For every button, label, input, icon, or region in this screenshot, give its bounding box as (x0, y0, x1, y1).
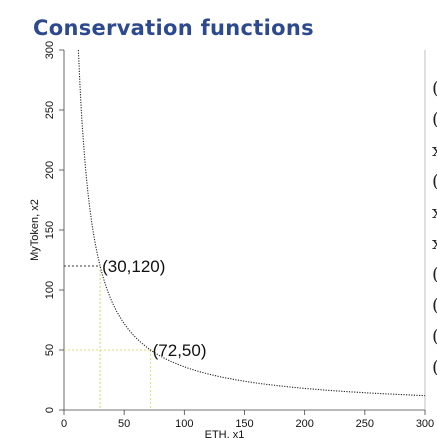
clipped-glyph: ( (432, 264, 437, 285)
guide-lines (64, 265, 152, 410)
y-tick-label: 100 (44, 281, 56, 299)
clipped-glyph: ( (432, 326, 437, 347)
clipped-glyph: ( (432, 78, 437, 99)
y-tick-label: 250 (44, 101, 56, 119)
y-axis-ticks: 0 50 100 150 200 250 300 (44, 41, 64, 413)
point-annotations: (30,120) (72,50) (102, 257, 206, 360)
x-tick-label: 300 (416, 418, 434, 430)
clipped-glyph: ( (432, 109, 437, 130)
clipped-glyph: x (432, 202, 437, 223)
x-tick-label: 150 (235, 418, 253, 430)
conservation-curve (77, 49, 425, 397)
y-tick-label: 200 (44, 161, 56, 179)
y-tick-label: 300 (44, 41, 56, 59)
y-tick-label: 150 (44, 221, 56, 239)
clipped-glyph: ( (432, 295, 437, 316)
clipped-glyph: x (432, 140, 437, 161)
x-tick-label: 0 (61, 418, 67, 430)
point-label: (30,120) (102, 257, 165, 276)
y-tick-label: 50 (44, 344, 56, 356)
y-tick-label: 0 (44, 407, 56, 413)
clipped-glyph: x (432, 233, 437, 254)
x-axis-label: ETH, x1 (205, 429, 245, 438)
clipped-glyph: ( (432, 357, 437, 378)
point-label: (72,50) (153, 341, 207, 360)
clipped-glyph: ( (432, 171, 437, 192)
x-tick-label: 200 (295, 418, 313, 430)
x-tick-label: 100 (175, 418, 193, 430)
y-axis-label: MyToken, x2 (29, 199, 41, 261)
x-tick-label: 50 (118, 418, 130, 430)
plot-frame (63, 50, 426, 411)
x-axis-ticks: 0 50 100 150 200 250 300 (61, 410, 434, 430)
slide-title: Conservation functions (33, 16, 314, 40)
x-tick-label: 250 (356, 418, 374, 430)
